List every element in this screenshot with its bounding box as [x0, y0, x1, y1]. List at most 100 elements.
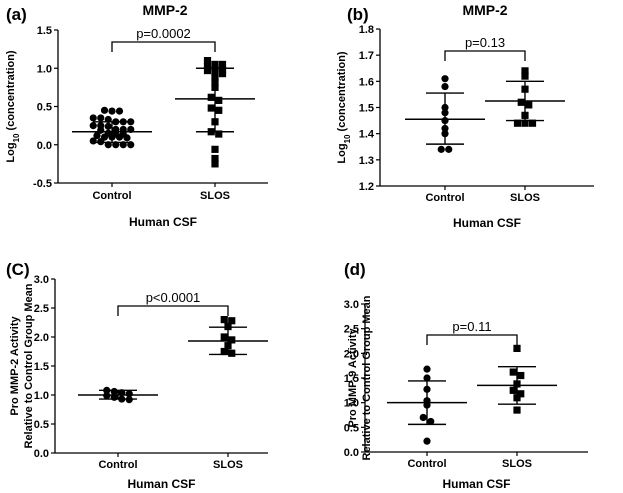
x-tick-label: Control — [425, 192, 464, 204]
data-point-slos — [513, 344, 521, 352]
y-tick-label: 1.8 — [359, 24, 374, 36]
data-point-slos — [228, 349, 236, 357]
data-point-slos — [218, 70, 227, 78]
y-tick-label: 2.0 — [344, 348, 359, 360]
y-tick-label: 2.5 — [344, 324, 359, 336]
data-point-control — [97, 114, 105, 122]
y-tick-label: 2.5 — [34, 303, 49, 315]
series-control — [387, 365, 467, 445]
p-value-label: p=0.0002 — [136, 26, 191, 41]
y-tick-label: 1.0 — [37, 63, 52, 75]
x-tick-label: Control — [407, 458, 446, 470]
x-tick-label: SLOS — [200, 190, 230, 202]
x-tick-label: Control — [92, 190, 131, 202]
series-slos — [485, 67, 565, 127]
y-tick-label: 0.5 — [344, 422, 359, 434]
data-point-slos — [517, 371, 525, 380]
y-tick-label: 0.0 — [34, 448, 49, 460]
data-point-control — [115, 133, 124, 141]
series-control — [405, 75, 485, 153]
significance-bracket — [426, 334, 518, 345]
data-point-control — [123, 134, 131, 142]
y-tick-label: 0.5 — [37, 102, 52, 114]
data-point-slos — [509, 386, 517, 394]
y-axis-label-part: Log — [336, 143, 348, 163]
chart-title: MMP-2 — [142, 2, 187, 18]
x-axis-label: Human CSF — [442, 477, 510, 491]
data-point-slos — [203, 57, 212, 65]
data-point-slos — [521, 119, 529, 127]
data-point-slos — [528, 119, 537, 127]
data-point-control — [441, 75, 449, 83]
series-control — [72, 106, 152, 149]
y-axis-label-subscript: 10 — [12, 133, 21, 142]
x-tick-label: SLOS — [213, 459, 243, 471]
y-tick-label: -0.5 — [33, 178, 52, 190]
data-point-control — [441, 82, 449, 91]
significance-bracket — [111, 41, 216, 52]
y-tick-label: 1.2 — [359, 181, 374, 193]
series-slos — [477, 344, 557, 414]
panel-letter: (a) — [6, 5, 27, 24]
data-point-slos — [211, 154, 219, 163]
data-point-control — [89, 137, 97, 145]
data-point-control — [437, 145, 445, 153]
y-tick-label: 0.0 — [344, 447, 359, 459]
y-tick-label: 1.0 — [34, 390, 49, 402]
significance-bracket — [117, 305, 229, 316]
data-point-control — [89, 122, 97, 130]
data-point-slos — [521, 67, 529, 75]
data-point-slos — [211, 160, 219, 168]
series-control — [78, 386, 158, 404]
data-point-slos — [215, 130, 223, 138]
y-axis-label-part: (concentration) — [336, 51, 348, 134]
data-point-slos — [521, 72, 529, 80]
y-axis-label-part: (concentration) — [5, 50, 17, 133]
y-tick-label: 1.5 — [359, 103, 374, 115]
chart-panel-2: (b) MMP-2 1.2 1.3 1.4 1.5 1.6 1.7 1.8 Control SLOS… — [336, 2, 594, 230]
y-axis-label: Log10 (concentration) — [336, 51, 352, 164]
x-axis-label: Human CSF — [453, 216, 521, 230]
data-point-slos — [207, 93, 215, 101]
data-point-control — [423, 374, 431, 382]
y-tick-label: 1.6 — [359, 76, 374, 88]
y-axis-label-line-1: Pro MMP-2 Activity — [9, 316, 21, 416]
y-tick-label: 1.3 — [359, 155, 374, 167]
p-value-label: p=0.13 — [465, 35, 505, 50]
data-point-slos — [517, 98, 525, 106]
data-point-control — [423, 365, 431, 373]
y-tick-label: 3.0 — [34, 274, 49, 286]
data-point-control — [108, 107, 116, 115]
y-axis-label-subscript: 10 — [343, 134, 352, 143]
data-point-control — [97, 138, 105, 146]
data-point-slos — [203, 66, 212, 75]
y-tick-label: 1.7 — [359, 50, 374, 62]
data-point-slos — [513, 119, 522, 127]
y-tick-label: 1.5 — [34, 361, 49, 373]
data-point-slos — [509, 368, 517, 376]
data-point-slos — [207, 104, 215, 112]
data-point-slos — [218, 60, 227, 69]
data-point-slos — [517, 390, 525, 398]
significance-bracket — [444, 50, 526, 61]
data-point-slos — [513, 406, 521, 414]
series-slos — [175, 57, 255, 168]
data-point-slos — [220, 316, 228, 324]
y-axis-label-line-2: Relative to Control Group Mean — [23, 283, 35, 448]
panel-letter: (b) — [347, 5, 369, 24]
y-axis-label: Log10 (concentration) — [5, 50, 21, 163]
x-tick-label: SLOS — [502, 458, 532, 470]
series-slos — [188, 316, 268, 357]
panel-letter: (d) — [344, 260, 366, 279]
y-tick-label: 3.0 — [344, 299, 359, 311]
data-point-control — [445, 145, 453, 153]
data-point-slos — [203, 62, 212, 70]
chart-title: MMP-2 — [462, 2, 507, 18]
p-value-label: p<0.0001 — [146, 290, 201, 305]
x-axis-label: Human CSF — [129, 215, 197, 229]
data-point-control — [104, 122, 112, 130]
data-point-slos — [215, 96, 223, 104]
data-point-control — [115, 107, 124, 115]
y-tick-label: 1.4 — [359, 129, 375, 141]
